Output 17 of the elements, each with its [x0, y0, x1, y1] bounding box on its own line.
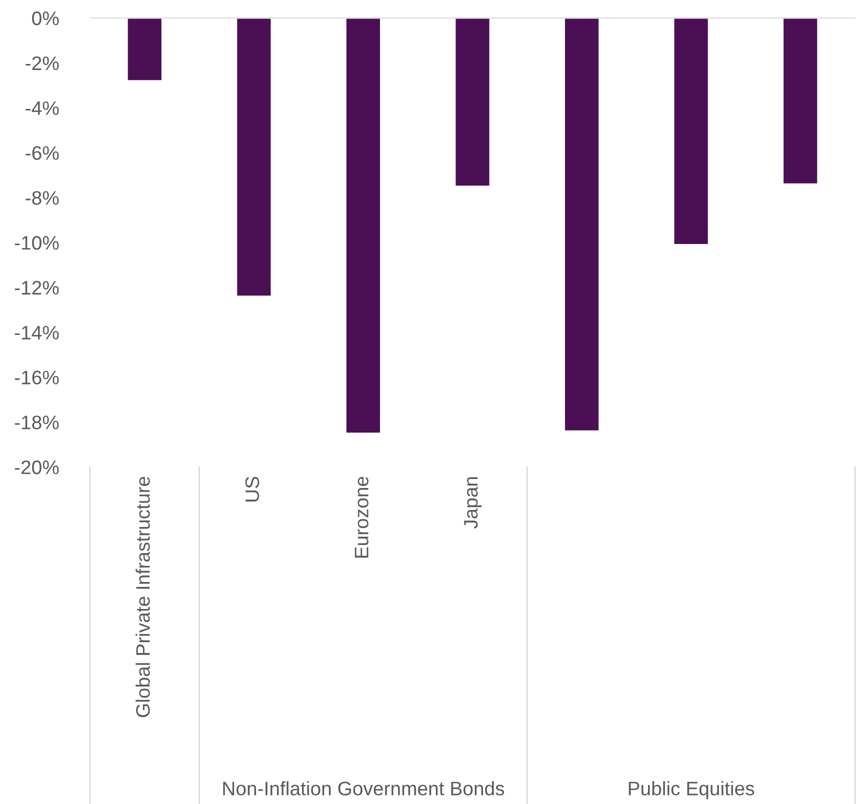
y-tick-label: -12%	[14, 280, 59, 295]
y-tick-label: -18%	[14, 416, 59, 430]
x-tick-label: Japan	[464, 477, 482, 529]
y-tick-label: -16%	[14, 370, 59, 384]
x-tick-label: Global Private Infrastructure	[136, 476, 150, 718]
y-tick-label: -4%	[26, 101, 59, 115]
y-tick-label: -2%	[26, 56, 59, 70]
x-tick-label: Eurozone	[354, 476, 368, 558]
y-tick-label: -10%	[14, 236, 59, 250]
y-tick-label: -20%	[14, 460, 59, 474]
text: Non-Inflation Government Bonds	[223, 781, 504, 796]
text: Public Equities	[628, 781, 754, 800]
y-tick-label: -8%	[26, 191, 59, 205]
x-tick-label: US	[245, 476, 260, 502]
y-tick-label: -14%	[14, 326, 59, 340]
y-tick-label: -6%	[26, 146, 59, 160]
y-tick-label: 0%	[32, 11, 59, 26]
